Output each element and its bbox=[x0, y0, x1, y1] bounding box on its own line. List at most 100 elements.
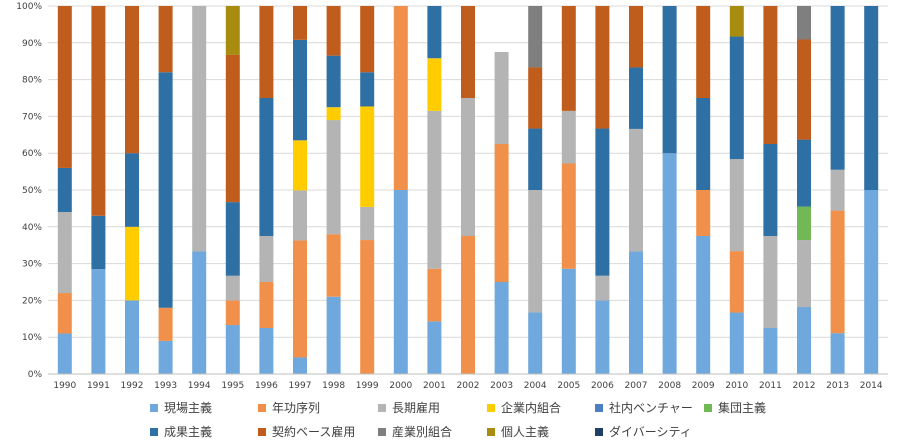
bar-segment bbox=[729, 312, 744, 374]
y-tick-label: 90% bbox=[22, 39, 42, 49]
bar-segment bbox=[494, 144, 509, 282]
legend-label: 現場主義 bbox=[164, 400, 212, 415]
bar-segment bbox=[494, 282, 509, 374]
legend-label: 長期雇用 bbox=[392, 400, 440, 415]
bar-segment bbox=[192, 251, 207, 374]
bar-segment bbox=[528, 6, 543, 68]
bar-segment bbox=[225, 202, 240, 276]
bar-segment bbox=[763, 328, 778, 374]
bar-segment bbox=[797, 6, 811, 40]
legend-swatch bbox=[258, 428, 266, 436]
bar-segment bbox=[360, 6, 375, 73]
legend-swatch bbox=[378, 428, 386, 436]
bar-segment bbox=[729, 36, 744, 160]
bar-segment bbox=[797, 139, 811, 207]
bar-segment bbox=[629, 67, 643, 129]
bar-segment bbox=[326, 120, 341, 235]
legend-label: 個人主義 bbox=[501, 424, 549, 439]
bar-segment bbox=[561, 163, 576, 269]
x-tick-label: 2013 bbox=[826, 381, 849, 391]
bar-segment bbox=[763, 144, 778, 236]
bar-segment bbox=[561, 6, 576, 111]
legend-label: 企業内組合 bbox=[501, 400, 561, 415]
bar-segment bbox=[293, 357, 307, 374]
bar-segment bbox=[360, 240, 375, 374]
y-tick-label: 50% bbox=[22, 186, 42, 196]
x-tick-label: 1995 bbox=[221, 381, 244, 391]
bar-segment bbox=[729, 159, 744, 252]
bar-segment bbox=[293, 140, 307, 191]
legend-swatch bbox=[150, 404, 158, 412]
bar-segment bbox=[393, 6, 408, 190]
bar-segment bbox=[729, 251, 744, 313]
bar-segment bbox=[427, 58, 442, 111]
x-tick-label: 2000 bbox=[389, 381, 412, 391]
bar-segment bbox=[864, 190, 879, 374]
bar-segment bbox=[91, 269, 106, 374]
bar-segment bbox=[561, 110, 576, 164]
bar-segment bbox=[158, 72, 173, 308]
bar-segment bbox=[393, 190, 408, 374]
bar-segment bbox=[561, 268, 576, 374]
bar-segment bbox=[763, 6, 778, 144]
x-tick-label: 1993 bbox=[154, 381, 177, 391]
bar-segment bbox=[595, 6, 610, 129]
bar-segment bbox=[461, 6, 475, 98]
bar-segment bbox=[662, 6, 677, 154]
x-tick-label: 1991 bbox=[87, 381, 110, 391]
bar-segment bbox=[360, 106, 375, 207]
bar-segment bbox=[125, 300, 139, 374]
y-tick-label: 40% bbox=[22, 223, 42, 233]
bar-segment bbox=[293, 190, 307, 241]
bar-segment bbox=[696, 6, 711, 98]
bar-segment bbox=[57, 167, 72, 213]
x-tick-label: 1998 bbox=[322, 381, 345, 391]
bar-segment bbox=[461, 236, 475, 374]
bar-segment bbox=[57, 293, 72, 334]
bar-segment bbox=[326, 234, 341, 297]
bar-segment bbox=[225, 6, 240, 55]
bar-segment bbox=[629, 6, 643, 68]
legend-swatch bbox=[595, 428, 603, 436]
bar-segment bbox=[629, 251, 643, 374]
bar-segment bbox=[225, 275, 240, 301]
bars bbox=[57, 6, 879, 374]
x-tick-label: 1990 bbox=[53, 381, 76, 391]
bar-segment bbox=[225, 54, 240, 203]
bar-segment bbox=[91, 6, 106, 216]
bar-segment bbox=[326, 296, 341, 374]
bar-segment bbox=[192, 6, 207, 252]
bar-segment bbox=[696, 98, 711, 190]
bar-segment bbox=[830, 210, 845, 334]
bar-segment bbox=[158, 340, 173, 374]
legend-swatch bbox=[704, 404, 712, 412]
bar-segment bbox=[360, 72, 375, 107]
y-tick-label: 60% bbox=[22, 149, 42, 159]
bar-segment bbox=[696, 236, 711, 374]
bar-segment bbox=[158, 307, 173, 341]
bar-segment bbox=[528, 312, 543, 374]
legend-label: ダイバーシティ bbox=[609, 424, 692, 439]
x-tick-label: 2002 bbox=[457, 381, 480, 391]
bar-segment bbox=[427, 110, 442, 269]
bar-segment bbox=[125, 226, 139, 301]
y-tick-label: 80% bbox=[22, 76, 42, 86]
y-tick-label: 100% bbox=[16, 2, 42, 12]
bar-segment bbox=[528, 128, 543, 190]
bar-segment bbox=[259, 328, 274, 374]
bar-segment bbox=[91, 215, 106, 270]
axes: 0% 10% 20% 30% 40% 50% 60% 70% 80% 90% 100% 1990 199… bbox=[16, 2, 888, 391]
legend-swatch bbox=[487, 428, 495, 436]
bar-segment bbox=[528, 67, 543, 129]
bar-segment bbox=[830, 6, 845, 170]
legend-label: 契約ベース雇用 bbox=[272, 424, 355, 439]
bar-segment bbox=[259, 98, 274, 236]
legend-label: 集団主義 bbox=[718, 400, 766, 415]
bar-segment bbox=[57, 212, 72, 294]
legend-swatch bbox=[378, 404, 386, 412]
bar-segment bbox=[729, 6, 744, 37]
x-tick-label: 1999 bbox=[356, 381, 379, 391]
bar-segment bbox=[461, 98, 475, 236]
